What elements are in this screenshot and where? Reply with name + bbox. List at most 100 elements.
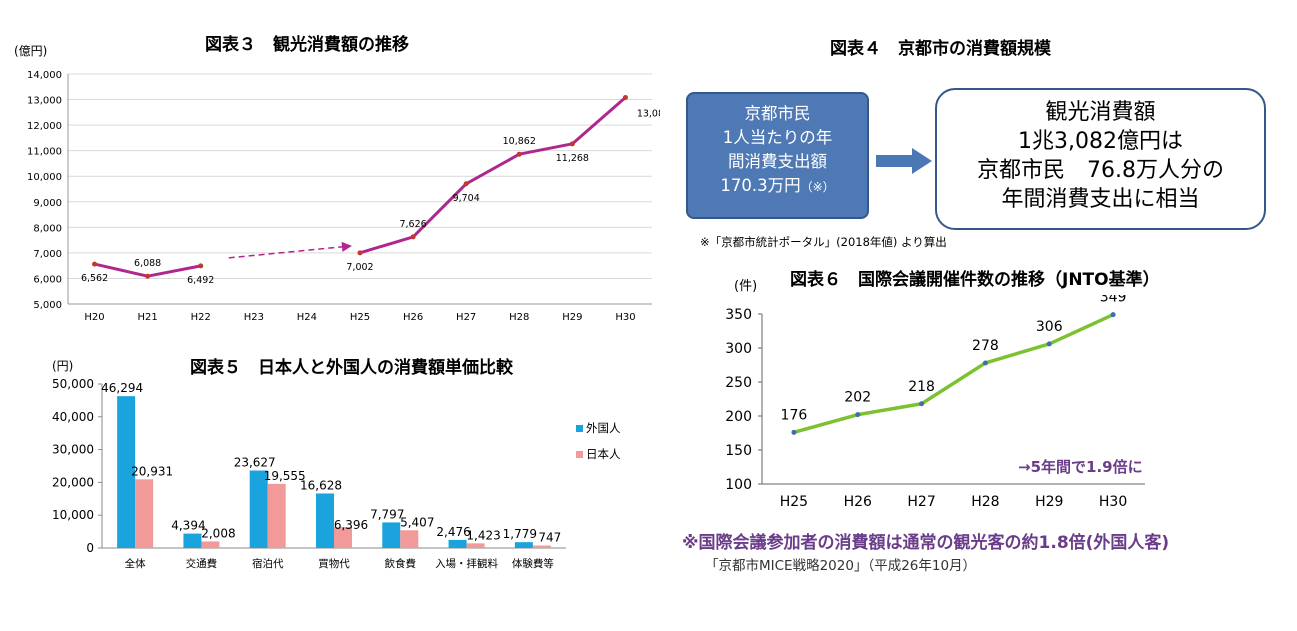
fig3-xtick-label: H24 <box>297 312 317 323</box>
fig5-bar-japanese <box>400 530 419 548</box>
fig3-series-segment <box>358 235 415 255</box>
fig5-xtick-label: 飲食費 <box>385 557 417 570</box>
fig3-xtick-label: H27 <box>456 312 476 323</box>
fig5-bar-foreign <box>183 533 202 548</box>
fig3-series-segment <box>464 152 521 186</box>
fig6-xtick-label: H25 <box>780 494 808 510</box>
fig5-ytick-label: 0 <box>86 541 94 555</box>
fig6-data-point <box>1046 341 1052 347</box>
fig5-bar-foreign <box>448 539 467 548</box>
fig3-ytick-label: 5,000 <box>33 300 62 311</box>
fig3-data-label: 11,268 <box>556 153 589 164</box>
fig3-series-segment <box>93 262 150 278</box>
fig5-legend-label: 外国人 <box>586 421 621 435</box>
fig5-bar-foreign <box>514 542 533 548</box>
fig3-xtick-label: H25 <box>350 312 370 323</box>
fig3-data-label: 10,862 <box>503 136 536 147</box>
fig5-data-label: 4,394 <box>171 519 205 533</box>
fig5-bar-foreign <box>117 396 136 548</box>
fig5-bar-foreign <box>382 522 401 548</box>
fig5-data-label: 7,797 <box>370 507 404 521</box>
fig5-data-label: 2,008 <box>201 526 235 540</box>
fig5-xtick-label: 宿泊代 <box>252 557 284 570</box>
fig3-ytick-label: 10,000 <box>27 172 62 183</box>
fig5-xtick-label: 入場・拝観料 <box>435 557 498 570</box>
fig5-ytick-label: 40,000 <box>52 410 94 424</box>
fig6-xtick-label: H29 <box>1035 494 1063 510</box>
fig6-data-label: 278 <box>972 338 999 354</box>
fig3-title: 図表３ 観光消費額の推移 <box>205 35 409 55</box>
fig5-bar-foreign <box>249 470 268 548</box>
fig4-tourism-line-3: 京都市民 76.8万人分の <box>977 158 1224 183</box>
fig3-data-label: 6,562 <box>81 273 108 284</box>
fig5-data-label: 2,476 <box>436 525 470 539</box>
fig6-data-label: 306 <box>1036 319 1063 335</box>
fig5-data-label: 1,779 <box>503 527 537 541</box>
fig4-tourism-line-1: 観光消費額 <box>1045 100 1156 125</box>
fig5-data-label: 5,407 <box>400 515 434 529</box>
fig5-xtick-label: 全体 <box>125 557 146 570</box>
fig4-citizen-value-row: 170.3万円（※） <box>688 174 867 199</box>
fig5-legend-label: 日本人 <box>586 447 621 461</box>
fig3-ytick-label: 9,000 <box>33 198 62 209</box>
fig3-data-label: 6,088 <box>134 258 161 269</box>
fig4-tourism-line-4: 年間消費支出に相当 <box>1001 187 1200 212</box>
fig6-data-label: 218 <box>908 379 935 395</box>
fig4-citizen-note: （※） <box>800 180 835 194</box>
fig3-data-label: 7,626 <box>399 219 426 230</box>
fig3-gap-dashed-arrow <box>228 246 343 259</box>
fig3-data-point <box>198 263 204 269</box>
fig6-series-line <box>793 313 1114 435</box>
fig3-ytick-label: 7,000 <box>33 249 62 260</box>
fig6-unit-label: (件) <box>734 279 758 294</box>
fig3-data-label: 7,002 <box>346 262 373 273</box>
fig3-series-segment <box>146 264 203 278</box>
fig3-xtick-label: H22 <box>191 312 211 323</box>
fig6-data-label: 202 <box>844 390 871 406</box>
fig3-data-point <box>463 181 469 187</box>
fig5-bar-japanese <box>532 545 551 548</box>
fig3-xtick-label: H28 <box>509 312 529 323</box>
fig5-bar-japanese <box>267 483 286 548</box>
fig6-xtick-label: H26 <box>844 494 872 510</box>
fig5-data-label: 23,627 <box>234 456 276 470</box>
fig3-ytick-label: 12,000 <box>27 121 62 132</box>
fig3-data-point <box>410 234 416 240</box>
fig3-ytick-label: 11,000 <box>27 147 62 158</box>
fig4-footnote: ※「京都市統計ポータル」(2018年値) より算出 <box>700 235 947 249</box>
fig5-ytick-label: 30,000 <box>52 443 94 457</box>
fig3-data-point <box>357 250 363 256</box>
fig6-data-point <box>791 429 797 435</box>
fig5-data-label: 16,628 <box>300 478 342 492</box>
fig4-citizen-line-1: 京都市民 <box>744 104 811 123</box>
fig5-ytick-label: 20,000 <box>52 475 94 489</box>
fig5-data-label: 19,555 <box>264 469 306 483</box>
fig6-ytick-label: 200 <box>725 409 752 425</box>
fig3-ytick-label: 13,000 <box>27 96 62 107</box>
fig3-ytick-label: 6,000 <box>33 274 62 285</box>
fig5-title: 図表５ 日本人と外国人の消費額単価比較 <box>190 358 513 378</box>
fig3-series-segment <box>570 95 627 146</box>
fig3-unit-label: (億円) <box>14 44 48 58</box>
fig5-data-label: 6,396 <box>334 518 368 532</box>
fig5-chart: 0 10,000 20,000 30,000 40,000 50,000 全体 46,294 2… <box>52 377 621 570</box>
fig3-data-label: 13,082 <box>637 108 660 119</box>
fig4-title: 図表４ 京都市の消費額規模 <box>830 39 1051 59</box>
fig6-data-point <box>919 401 925 407</box>
fig5-data-label: 46,294 <box>101 381 143 395</box>
fig4-citizen-box: 京都市民 1人当たりの年 間消費支出額 170.3万円（※） <box>686 92 869 219</box>
fig3-xtick-label: H23 <box>244 312 264 323</box>
fig3-xtick-label: H29 <box>562 312 582 323</box>
fig6-data-label: 349 <box>1100 295 1127 306</box>
fig5-legend-swatch <box>576 425 583 432</box>
fig3-data-point <box>92 261 98 267</box>
fig5-bar-foreign <box>316 493 334 548</box>
fig3-series-segment <box>411 182 468 239</box>
fig4-citizen-line-2: 1人当たりの年 <box>722 128 833 147</box>
fig3-gap-arrowhead-icon <box>341 241 352 252</box>
fig6-ytick-label: 300 <box>725 341 752 357</box>
fig4-arrow-icon <box>876 148 932 174</box>
fig6-xtick-label: H28 <box>971 494 999 510</box>
fig3-data-point <box>145 273 151 279</box>
fig5-xtick-label: 買物代 <box>318 557 350 570</box>
